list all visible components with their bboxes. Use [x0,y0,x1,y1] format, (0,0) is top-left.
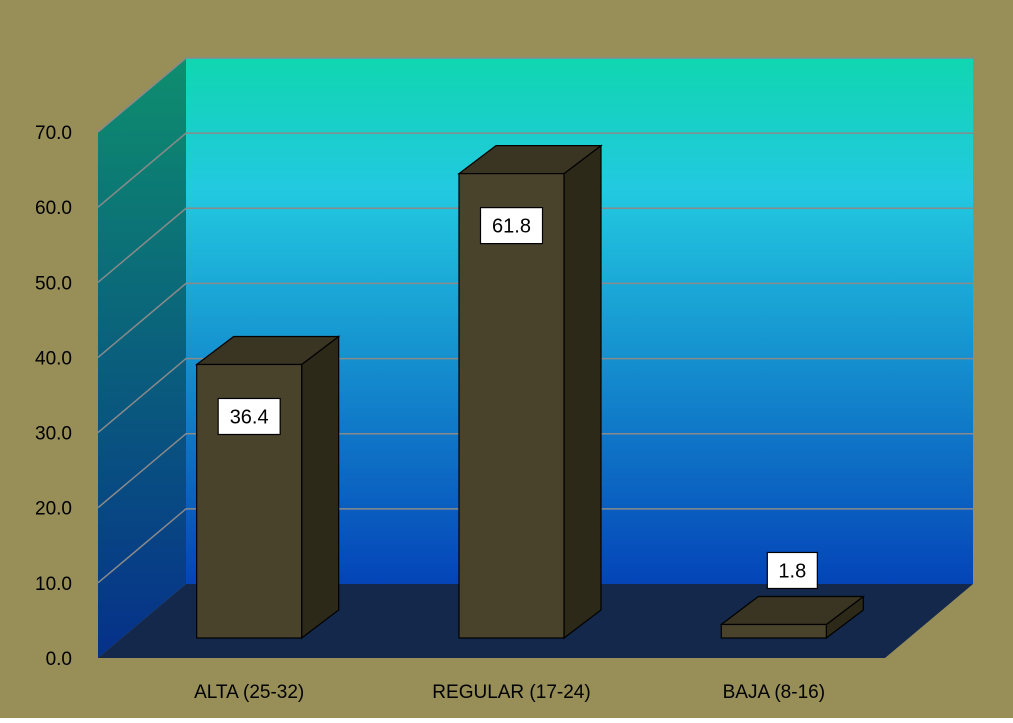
gridline [97,508,973,584]
bar-front [458,173,565,639]
gridline [97,207,973,283]
bar [194,335,341,640]
bar [719,595,866,640]
y-tick-label: 20.0 [35,499,72,520]
x-tick-label: REGULAR (17-24) [432,682,590,703]
y-tick-label: 60.0 [35,198,72,219]
y-tick-label: 70.0 [35,123,72,144]
x-tick-label: ALTA (25-32) [194,682,304,703]
x-axis: ALTA (25-32) REGULAR (17-24) BAJA (8-16) [194,682,825,703]
data-label-text: 61.8 [492,216,531,238]
gridline [97,132,973,208]
side-wall [98,58,186,658]
y-tick-label: 50.0 [35,273,72,294]
y-tick-label: 30.0 [35,424,72,445]
data-label-box [217,397,281,436]
gridline [97,282,973,359]
y-axis: 0.0 10.0 20.0 30.0 40.0 50.0 60.0 70.0 [35,123,72,670]
data-label: 1.8 [766,551,818,590]
gridlines [97,57,973,584]
bar-side [563,144,602,640]
y-tick-label: 0.0 [46,649,72,670]
data-label-text: 1.8 [778,560,806,582]
data-label: 61.8 [479,207,544,245]
bar [457,144,603,640]
data-label-text: 36.4 [230,406,269,428]
gridline [97,432,973,509]
gridline [97,57,973,133]
gridline [97,357,973,434]
y-tick-label: 40.0 [35,348,72,369]
data-label-box [479,207,544,245]
x-tick-label: BAJA (8-16) [723,682,825,703]
data-label-box [766,551,818,590]
bar-side [301,335,340,640]
bars: 36.4 61.8 1.8 [194,144,866,640]
bar-front [720,623,827,639]
data-label: 36.4 [217,397,281,436]
y-tick-label: 10.0 [35,574,72,595]
